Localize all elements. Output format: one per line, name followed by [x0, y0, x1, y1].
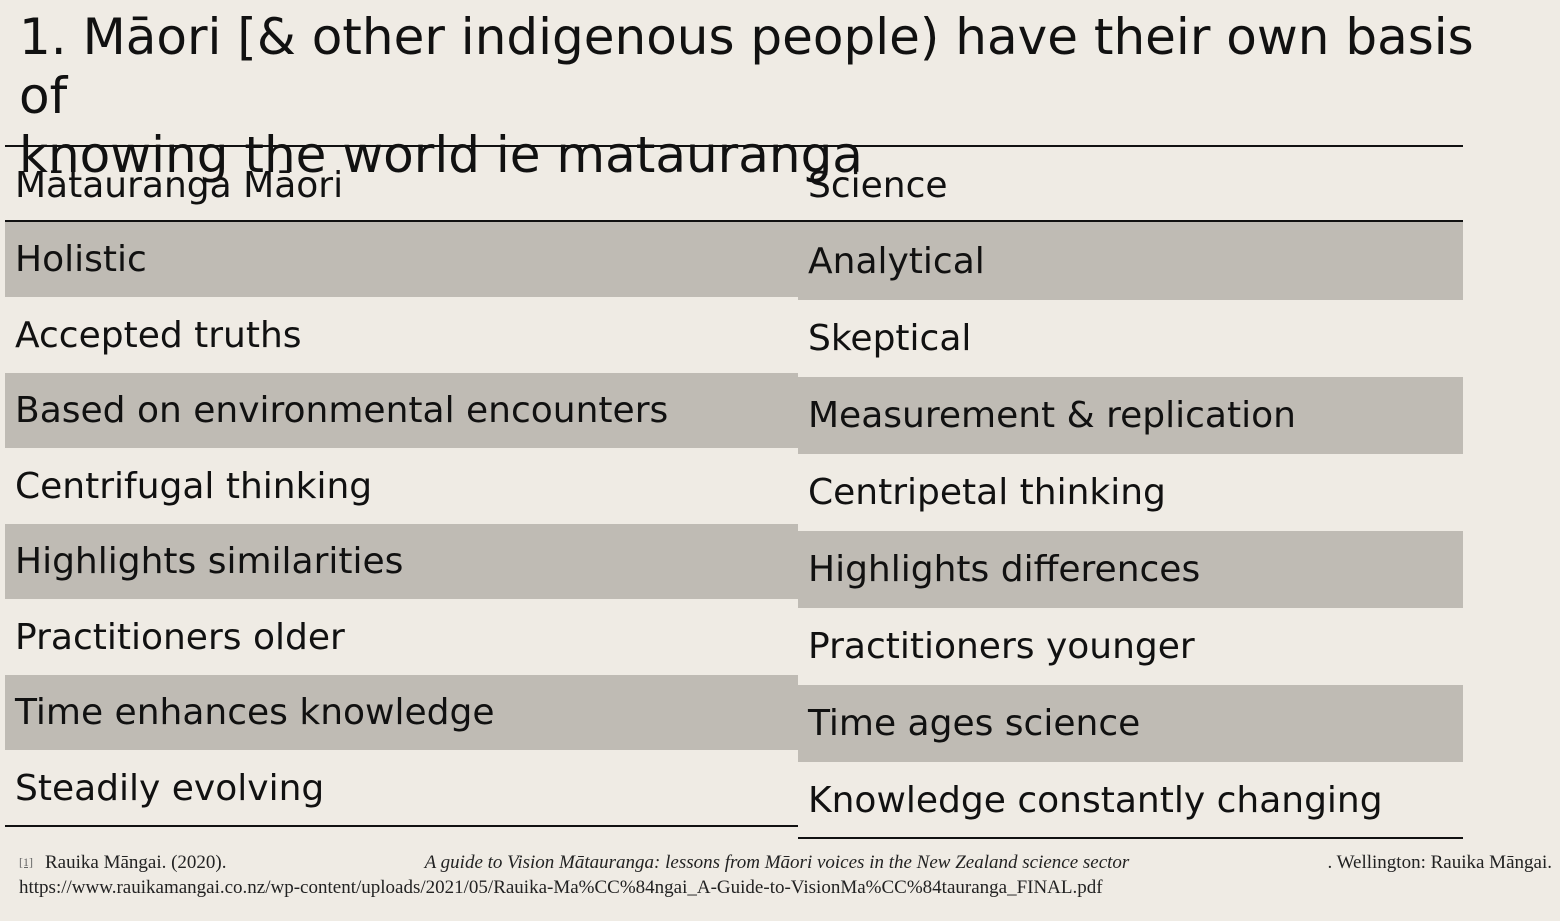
slide-title: 1. Māori [& other indigenous people) hav…: [19, 8, 1499, 185]
table-cell-right: Practitioners younger: [808, 626, 1195, 667]
table-cell-right: Knowledge constantly changing: [808, 779, 1383, 821]
footnote-marker[interactable]: [1]: [19, 855, 33, 869]
table-cell-right: Centripetal thinking: [808, 472, 1166, 513]
left-column-bottom-rule: [5, 825, 798, 827]
table-header-right: Science: [808, 164, 948, 206]
table-cell-right: Time ages science: [798, 685, 1463, 762]
title-divider: [5, 145, 1463, 147]
table-cell-left: Steadily evolving: [15, 767, 325, 809]
table-cell-left: Holistic: [5, 222, 798, 297]
table-cell-left: Centrifugal thinking: [15, 465, 373, 507]
slide-title-line-2: knowing the world ie matauranga: [19, 126, 863, 184]
table-cell-left: Time enhances knowledge: [5, 675, 798, 750]
table-cell-left: Based on environmental encounters: [5, 373, 798, 448]
footnote-publisher: . Wellington: Rauika Māngai.: [1327, 852, 1552, 873]
table-cell-right: Measurement & replication: [798, 377, 1463, 454]
right-column-bottom-rule: [798, 837, 1463, 839]
table-header-left: Mātauranga Māori: [15, 164, 344, 206]
footnote-citation: [1] Rauika Māngai. (2020). A guide to Vi…: [19, 850, 1552, 875]
footnote-url[interactable]: https://www.rauikamangai.co.nz/wp-conten…: [19, 877, 1103, 898]
table-cell-right: Skeptical: [808, 318, 972, 359]
slide-title-line-1: 1. Māori [& other indigenous people) hav…: [19, 8, 1474, 125]
header-divider: [5, 220, 1463, 222]
footnote-author: Rauika Māngai. (2020).: [45, 852, 227, 873]
table-cell-left: Practitioners older: [15, 616, 345, 658]
table-cell-left: Accepted truths: [15, 314, 302, 356]
footnote: [1] Rauika Māngai. (2020). A guide to Vi…: [19, 850, 1552, 900]
table-cell-right: Analytical: [798, 222, 1463, 300]
footnote-title: A guide to Vision Mātauranga: lessons fr…: [424, 852, 1130, 873]
table-cell-right: Highlights differences: [798, 531, 1463, 608]
table-cell-left: Highlights similarities: [5, 524, 798, 599]
